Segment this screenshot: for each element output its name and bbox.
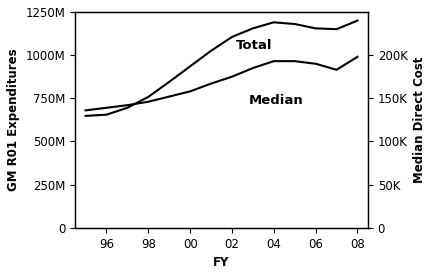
- Y-axis label: Median Direct Cost: Median Direct Cost: [413, 57, 426, 183]
- Y-axis label: GM R01 Expenditures: GM R01 Expenditures: [7, 49, 20, 191]
- Text: Total: Total: [236, 39, 273, 52]
- X-axis label: FY: FY: [213, 256, 229, 269]
- Text: Median: Median: [249, 94, 304, 107]
